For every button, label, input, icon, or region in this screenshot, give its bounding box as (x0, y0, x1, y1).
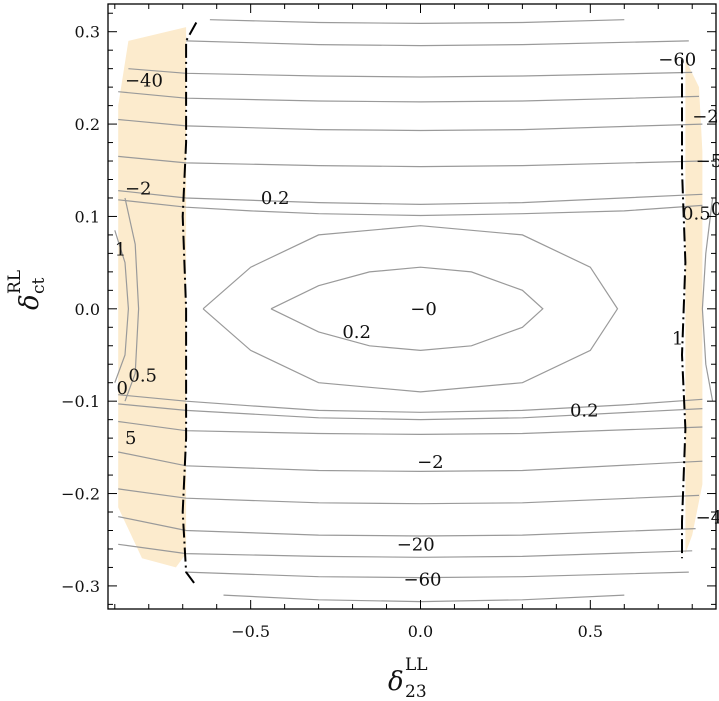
contour-line (202, 225, 619, 393)
contour-label: 0 (116, 378, 127, 399)
contour-line (270, 266, 544, 352)
contour-lines (114, 19, 714, 603)
contour-label: 0 (711, 199, 719, 220)
contour-line (118, 420, 703, 436)
x-axis-title: δ LL 23 (388, 655, 428, 701)
contour-label: 0.2 (342, 322, 371, 343)
contour-label: 1 (115, 240, 126, 261)
boundary-curve-1 (680, 59, 687, 559)
x-tick-label: 0.5 (578, 622, 603, 641)
contour-line (118, 543, 693, 558)
y-tick-label: −0.1 (61, 392, 100, 411)
shaded-region-1 (685, 59, 703, 554)
axis-ticks: −0.5 0.0 0.5 0.3 0.2 0.1 0.0 −0.1 −0.2 −0.3 (61, 4, 716, 641)
y-tick-label: 0.3 (75, 23, 100, 42)
contour-line (223, 594, 625, 603)
contour-label: −0 (410, 299, 437, 320)
contour-line (701, 197, 714, 402)
contour-line (118, 199, 703, 217)
contour-line (118, 451, 703, 473)
x-axis-title-sub: 23 (405, 682, 427, 701)
x-tick-label: 0.0 (408, 622, 433, 641)
contour-line (114, 230, 130, 383)
contour-label: 0.5 (682, 204, 711, 225)
y-tick-label: −0.2 (61, 485, 100, 504)
boundary-curve-0 (181, 22, 198, 587)
boundary-curves (181, 22, 687, 587)
plot-frame (107, 3, 717, 610)
contour-label: −20 (397, 534, 435, 555)
contour-line (128, 68, 693, 78)
contour-label: −2 (692, 107, 719, 128)
contour-line (118, 155, 703, 168)
x-tick-label: −0.5 (231, 622, 270, 641)
contour-label: −60 (404, 569, 442, 590)
y-axis-title: δ RL ct (5, 270, 49, 310)
contour-line (118, 516, 696, 537)
contour-label: −5 (696, 151, 719, 172)
contour-label: −60 (658, 49, 696, 70)
contour-label: 0.2 (570, 400, 599, 421)
contour-label: −2 (417, 452, 444, 473)
y-axis-title-sup: RL (5, 270, 25, 294)
contour-label: −40 (696, 508, 719, 529)
contour-label: 1 (672, 328, 683, 349)
contour-label: −2 (125, 179, 152, 200)
y-tick-label: 0.1 (75, 207, 100, 226)
y-axis-title-sub: ct (29, 277, 49, 294)
contour-line (186, 40, 689, 47)
contour-line (118, 488, 700, 505)
y-tick-label: −0.3 (61, 577, 100, 596)
shaded-region-0 (118, 27, 187, 568)
contour-label: 5 (125, 428, 136, 449)
contour-line (118, 394, 703, 413)
contour-line (124, 197, 140, 402)
x-axis-title-base: δ (388, 667, 404, 697)
shaded-regions (118, 27, 703, 568)
x-axis-title-sup: LL (405, 655, 428, 675)
contour-label: −40 (125, 71, 163, 92)
contour-label: 0.5 (128, 365, 157, 386)
y-axis-title-base: δ (15, 294, 45, 310)
contour-line (118, 403, 703, 421)
contour-line (186, 571, 689, 579)
contour-line (118, 91, 700, 103)
contour-line (118, 190, 703, 206)
contour-line (118, 118, 703, 132)
contour-line (209, 19, 625, 25)
y-tick-label: 0.0 (75, 300, 100, 319)
y-tick-label: 0.2 (75, 115, 100, 134)
contour-label: 0.2 (261, 188, 290, 209)
contour-labels: −40−210.5050.2−00.20.2−2−20−60−60−2−50.5… (115, 49, 719, 590)
